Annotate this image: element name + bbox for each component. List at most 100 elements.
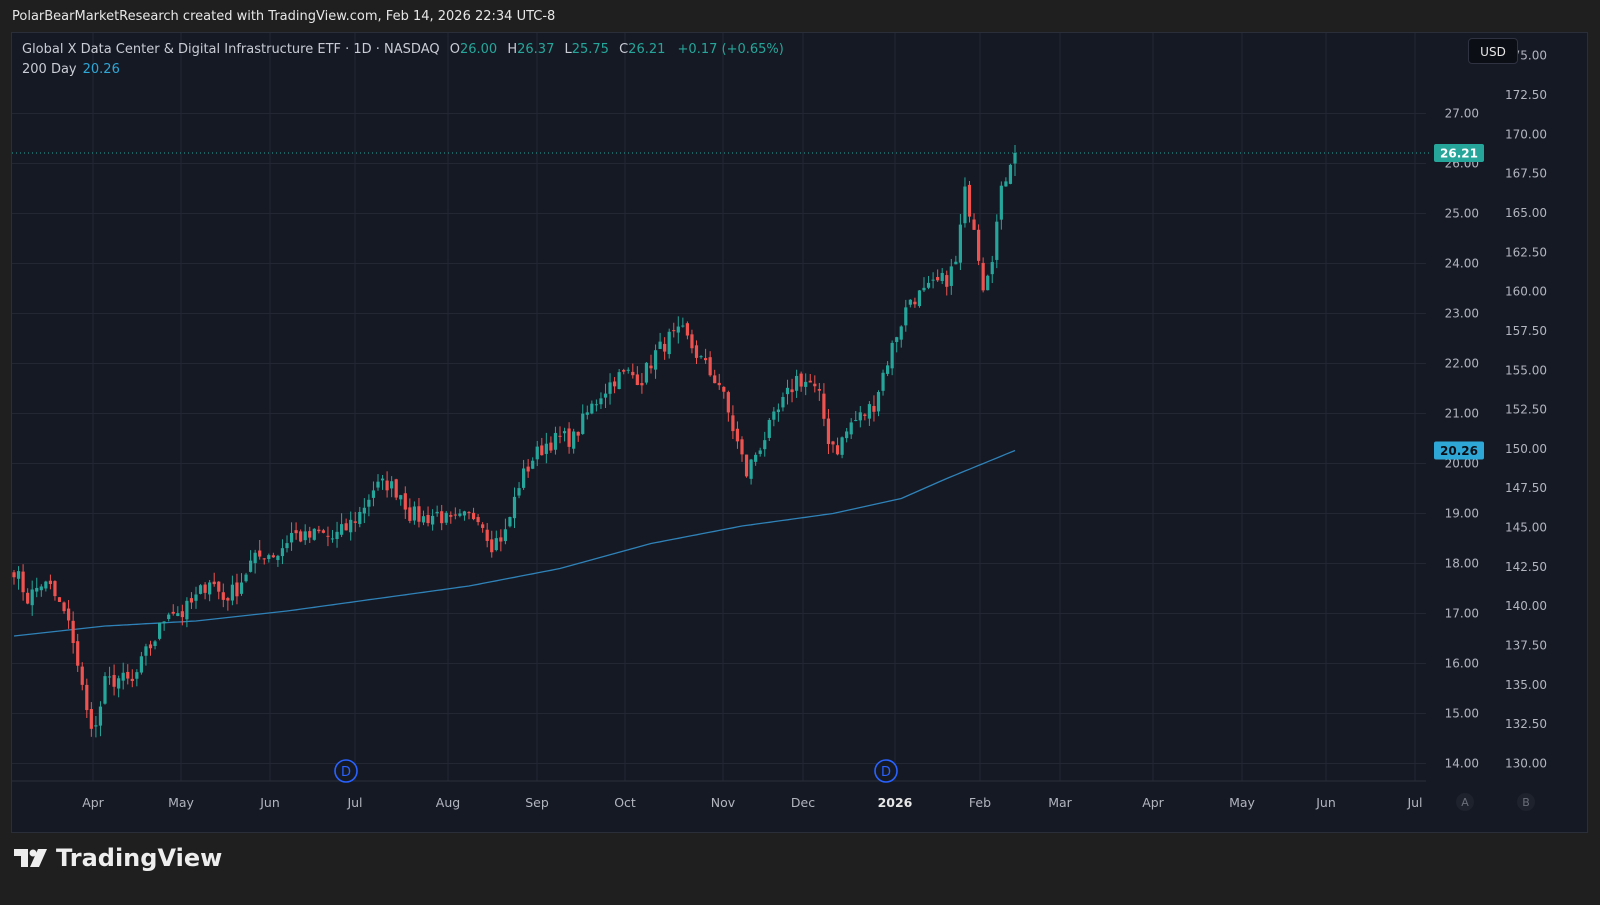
candle-body [162,621,166,624]
time-axis-label: Apr [1142,795,1164,810]
candle-body [462,511,467,516]
candle-body [262,558,266,560]
candle-body [112,675,116,687]
candle-body [503,529,507,542]
tradingview-logo[interactable]: TradingView [14,843,222,873]
last-price-tag: 26.21 [1440,147,1478,161]
candle-body [221,592,225,600]
candle-body [886,365,890,374]
candle-body [167,614,171,620]
candle-body [763,440,767,450]
right-axis-tick: 135.00 [1505,678,1547,692]
candle-body [813,383,817,387]
right-axis-tick: 165.00 [1505,206,1547,220]
candle-body [340,524,344,535]
axis-button: A [1461,796,1469,809]
candle-body [321,530,325,533]
candle-body [217,581,221,592]
right-axis-tick: 160.00 [1505,285,1547,299]
candle-body [367,499,371,507]
left-axis-tick: 20.00 [1445,457,1479,471]
right-axis-tick: 142.50 [1505,560,1547,574]
right-axis-tick: 170.00 [1505,127,1547,141]
indicator-legend[interactable]: 200 Day 20.26 [22,62,120,77]
candle-body [30,589,34,606]
candle-body [822,393,826,419]
candle-body [558,435,562,437]
left-axis-tick: 21.00 [1445,407,1479,421]
candle-body [526,466,530,472]
symbol-legend[interactable]: Global X Data Center & Digital Infrastru… [22,42,784,57]
candle-body [335,531,339,539]
candle-body [508,517,512,527]
candle-body [485,529,489,541]
time-axis-label: Jul [346,795,362,810]
low-label: L [564,42,572,57]
candle-body [444,512,448,523]
candle-body [713,375,717,384]
candle-body [449,515,453,517]
candle-body [117,678,121,689]
right-axis-tick: 140.00 [1505,599,1547,613]
candle-body [98,706,103,726]
candle-body [1008,164,1013,184]
candle-body [644,362,649,383]
candle-body [158,622,162,639]
price-chart[interactable]: 27.00 26.00 25.00 24.00 23.00 22.00 21.00 20.00… [12,33,1589,834]
candle-body [80,666,84,685]
candle-body [107,676,112,678]
candle-body [626,369,630,371]
candle-body [895,337,899,342]
candle-body [899,326,903,340]
candle-body [940,272,944,282]
candle-body [408,507,412,521]
candle-body [494,538,498,551]
axis-button: B [1522,796,1530,809]
candle-body [708,357,712,376]
candle-body [676,326,680,333]
candle-body [476,517,480,523]
chart-panel[interactable]: 27.00 26.00 25.00 24.00 23.00 22.00 21.00 20.00… [11,32,1588,833]
candle-body [936,277,940,281]
dividend-marker-label: D [341,765,351,780]
candle-body [785,387,790,395]
candle-body [280,548,285,557]
candle-body [977,229,981,261]
candle-body [931,279,935,281]
candle-body [230,584,234,601]
candle-body [130,678,134,681]
candle-body [717,382,721,386]
candle-body [735,428,740,442]
candle-body [299,531,303,542]
candle-body [289,532,294,543]
left-axis-tick: 16.00 [1445,657,1479,671]
candle-body [421,516,426,523]
brand-name: TradingView [56,844,223,872]
candle-body [317,529,321,532]
symbol-title[interactable]: Global X Data Center & Digital Infrastru… [22,42,440,57]
candle-body [553,432,558,450]
attribution-text: PolarBearMarketResearch created with Tra… [12,9,556,24]
attribution-bar: PolarBearMarketResearch created with Tra… [0,0,1600,32]
candle-body [981,262,985,291]
currency-button[interactable]: USD [1468,38,1518,64]
candle-body [608,382,612,394]
candle-body [594,404,598,406]
candle-body [471,512,476,520]
ma-name[interactable]: 200 Day [22,62,77,77]
candle-body [362,507,366,514]
left-axis-tick: 18.00 [1445,557,1479,571]
candle-body [171,611,175,614]
candle-body [35,587,39,592]
candle-body [85,684,89,711]
candle-body [517,488,521,496]
candle-body [913,301,917,305]
candle-body [57,597,62,602]
candle-body [189,598,194,603]
candle-body [153,641,157,646]
time-axis-label: Dec [791,795,815,810]
candle-body [890,342,894,369]
dividend-marker [874,759,898,783]
time-axis-label: Jun [1315,795,1336,810]
